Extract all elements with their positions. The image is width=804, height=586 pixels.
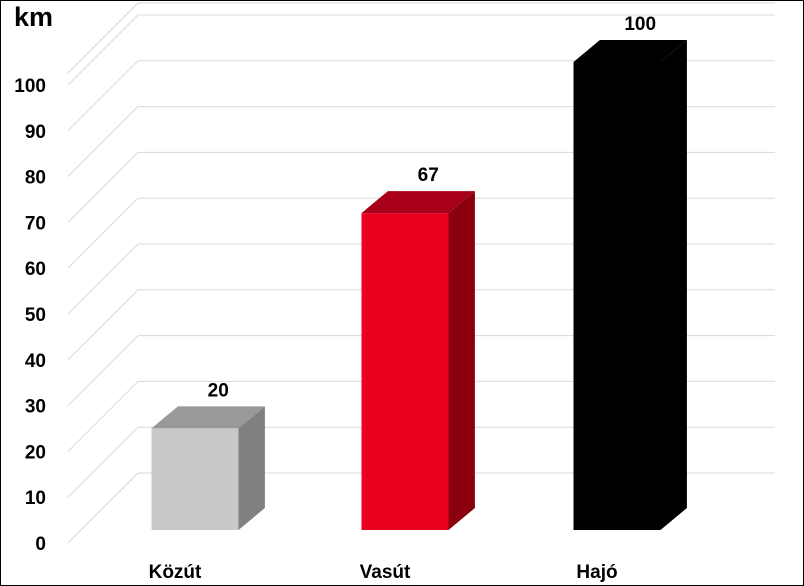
bar-2 [361, 191, 475, 530]
y-tick-label: 70 [25, 213, 46, 234]
bar-front [573, 62, 661, 530]
data-labels: 20 67 100 [208, 14, 656, 401]
category-label: Hajó [576, 562, 617, 583]
data-label: 100 [624, 14, 656, 35]
y-tick-label: 10 [25, 488, 46, 509]
bar-top [361, 191, 475, 214]
gridline-diagonal [67, 60, 139, 132]
gridline-diagonal [67, 381, 139, 452]
bar-side [238, 406, 265, 530]
category-labels: Közút Vasút Hajó [149, 562, 618, 583]
gridline-diagonal [67, 289, 139, 361]
y-axis-unit-label: km [14, 2, 53, 32]
bar-1 [151, 406, 265, 530]
gridline-diagonal [67, 152, 139, 223]
bar-3 [573, 40, 687, 530]
bar-front [361, 213, 449, 530]
gridline-diagonal [67, 472, 139, 544]
bar-front [151, 428, 239, 530]
y-tick-label: 30 [25, 397, 46, 418]
y-tick-label: 80 [25, 168, 46, 189]
gridline-diagonal [67, 426, 139, 498]
y-tick-label: 90 [25, 122, 46, 143]
y-tick-label: 40 [25, 351, 46, 372]
gridline-diagonal [67, 106, 139, 177]
y-tick-label: 60 [25, 259, 46, 280]
y-tick-label: 100 [14, 76, 46, 97]
gridline-diagonal [67, 14, 139, 86]
bar-top [573, 40, 687, 62]
gridline-diagonal [67, 2, 139, 74]
gridline-diagonal [67, 197, 139, 269]
data-label: 20 [208, 380, 229, 401]
y-tick-label: 50 [25, 305, 46, 326]
gridline-diagonal [67, 243, 139, 315]
category-label: Vasút [360, 562, 411, 583]
bar-side [448, 191, 475, 530]
bar-side [660, 40, 687, 530]
y-tick-labels: 0 10 20 30 40 50 60 70 80 90 100 [14, 76, 46, 555]
data-label: 67 [418, 165, 439, 186]
category-label: Közút [149, 562, 202, 583]
y-tick-label: 0 [35, 534, 46, 555]
gridline-diagonal [67, 335, 139, 406]
y-tick-label: 20 [25, 442, 46, 463]
bars [151, 40, 687, 530]
bar-top [151, 406, 265, 429]
